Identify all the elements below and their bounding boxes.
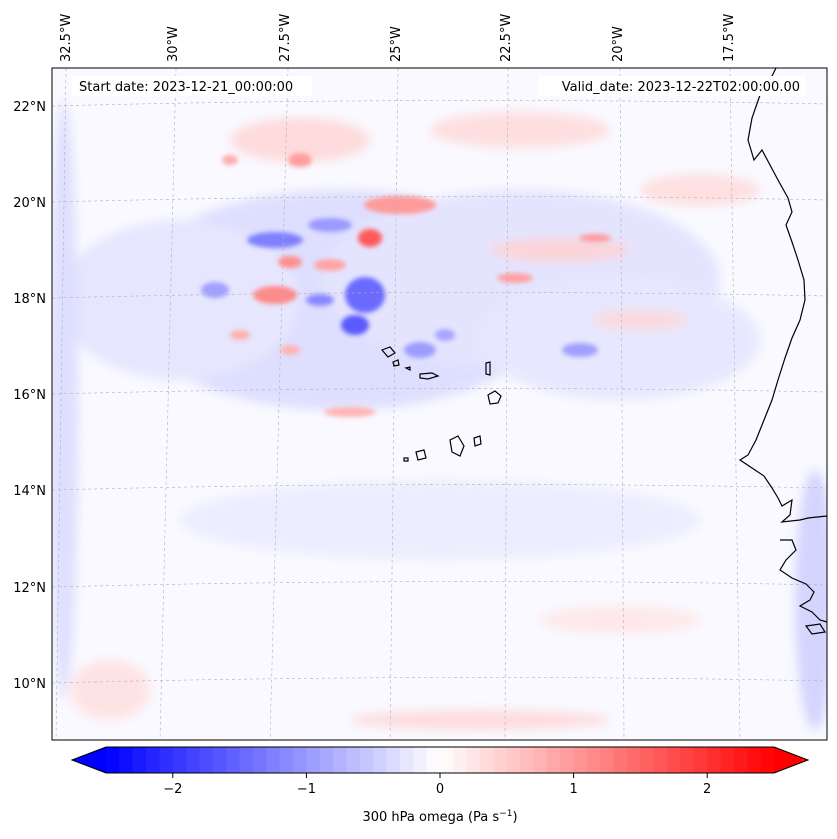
colorbar-cell	[293, 747, 307, 773]
colorbar-cell	[466, 747, 481, 773]
colorbar-cell	[333, 747, 348, 773]
colorbar-cell	[319, 747, 334, 773]
colorbar-cell	[493, 747, 508, 773]
lon-label: 17.5°W	[722, 14, 737, 62]
valid-date-box	[538, 76, 806, 96]
colorbar-cell	[199, 747, 214, 773]
colorbar-cell	[667, 747, 682, 773]
colorbar-cell	[720, 747, 735, 773]
colorbar-cell	[453, 747, 468, 773]
colorbar-cell	[640, 747, 655, 773]
lon-label: 27.5°W	[278, 14, 293, 62]
colorbar-cell	[306, 747, 321, 773]
colorbar-cell	[346, 747, 361, 773]
valid-date-label: Valid_date: 2023-12-22T02:00:00.00	[562, 80, 800, 95]
colorbar-cell	[172, 747, 187, 773]
lon-label: 30°W	[166, 26, 181, 62]
colorbar-cell	[266, 747, 281, 773]
colorbar-cell	[146, 747, 161, 773]
lat-label: 10°N	[13, 677, 46, 692]
latitude-labels: 22°N 20°N 18°N 16°N 14°N 12°N 10°N	[13, 100, 46, 692]
lat-label: 20°N	[13, 196, 46, 211]
colorbar-cell	[573, 747, 588, 773]
colorbar-cell	[653, 747, 668, 773]
colorbar-cell	[359, 747, 374, 773]
colorbar-cell	[279, 747, 294, 773]
colorbar-extend-max	[774, 747, 808, 773]
colorbar-cell	[627, 747, 641, 773]
start-date-label: Start date: 2023-12-21_00:00:00	[79, 80, 293, 95]
colorbar-cell	[159, 747, 174, 773]
colorbar-cell	[747, 747, 762, 773]
colorbar-cell	[693, 747, 708, 773]
colorbar-cell	[226, 747, 241, 773]
colorbar-cell	[586, 747, 601, 773]
colorbar-cell	[106, 747, 120, 773]
start-date-box	[72, 76, 312, 96]
colorbar-tick-label: −2	[163, 782, 182, 797]
lon-label: 20°W	[611, 26, 626, 62]
colorbar-cell	[212, 747, 227, 773]
colorbar-cell	[480, 747, 495, 773]
colorbar-cell	[440, 747, 454, 773]
colorbar: −2 −1 0 1 2 300 hPa omega (Pa s−1)	[70, 746, 810, 825]
colorbar-cell	[760, 747, 775, 773]
colorbar-tick-label: 1	[569, 782, 577, 797]
colorbar-extend-min	[72, 747, 106, 773]
colorbar-cell	[186, 747, 201, 773]
colorbar-cell	[613, 747, 628, 773]
lon-label: 25°W	[389, 26, 404, 62]
colorbar-cell	[680, 747, 695, 773]
colorbar-tick-label: 2	[703, 782, 711, 797]
graticule	[52, 68, 827, 740]
colorbar-cell	[426, 747, 441, 773]
colorbar-cell	[252, 747, 267, 773]
lon-label: 32.5°W	[59, 14, 74, 62]
colorbar-ticks: −2 −1 0 1 2	[163, 773, 711, 797]
colorbar-cell	[533, 747, 548, 773]
colorbar-cell	[546, 747, 561, 773]
colorbar-tick-label: −1	[297, 782, 316, 797]
colorbar-cell	[600, 747, 615, 773]
colorbar-outline	[70, 746, 810, 774]
colorbar-cell	[386, 747, 401, 773]
lat-label: 16°N	[13, 388, 46, 403]
colorbar-cell	[560, 747, 575, 773]
lat-label: 18°N	[13, 292, 46, 307]
colorbar-cell	[132, 747, 147, 773]
colorbar-cell	[520, 747, 535, 773]
colorbar-cell	[119, 747, 134, 773]
omega-field	[52, 100, 827, 730]
coastline	[380, 68, 827, 635]
colorbar-cell	[506, 747, 521, 773]
map-frame	[51, 67, 828, 741]
lat-label: 14°N	[13, 484, 46, 499]
lon-label: 22.5°W	[499, 14, 514, 62]
colorbar-cell	[399, 747, 414, 773]
lat-label: 12°N	[13, 581, 46, 596]
colorbar-tick-label: 0	[436, 782, 444, 797]
colorbar-label: 300 hPa omega (Pa s−1)	[362, 809, 517, 825]
colorbar-cell	[239, 747, 254, 773]
colorbar-cell	[373, 747, 388, 773]
lat-label: 22°N	[13, 100, 46, 115]
colorbar-cell	[707, 747, 722, 773]
colorbar-cell	[733, 747, 748, 773]
colorbar-cell	[413, 747, 428, 773]
longitude-labels: 32.5°W 30°W 27.5°W 25°W 22.5°W 20°W 17.5…	[59, 14, 737, 62]
colorbar-cells	[72, 747, 808, 773]
